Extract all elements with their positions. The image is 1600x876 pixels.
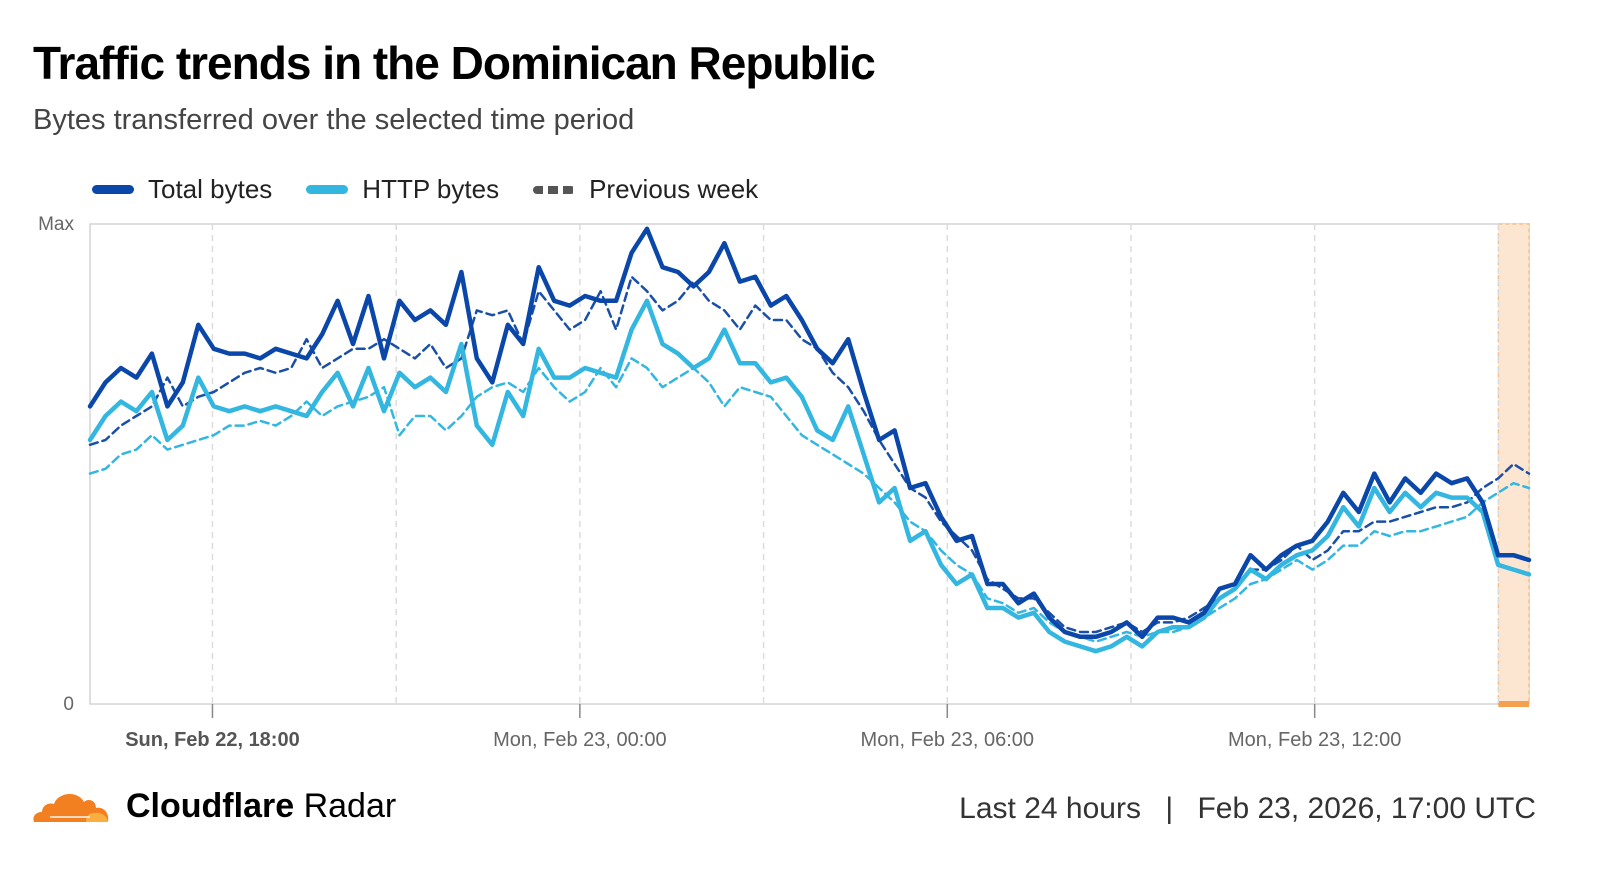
legend-label-previous: Previous week [589,174,759,204]
legend-item-total-bytes[interactable]: Total bytes [92,174,272,205]
cloudflare-radar-logo[interactable]: Cloudflare Radar [30,786,396,826]
legend-swatch-previous [533,185,576,194]
series-line-total-bytes [87,226,1532,640]
brand-name: Cloudflare Radar [126,786,397,825]
series-line-previous-week-http [88,357,1531,643]
plot-frame [89,223,1530,705]
x-tick-label: Mon, Feb 23, 12:00 [1228,729,1401,751]
x-tick-label: Mon, Feb 23, 06:00 [861,729,1034,751]
legend-label-total: Total bytes [148,174,273,204]
legend-item-http-bytes[interactable]: HTTP bytes [306,174,499,205]
legend: Total bytes HTTP bytes Previous week [92,174,792,205]
series-line-http-bytes [87,298,1532,654]
time-range-info: Last 24 hours | Feb 23, 2026, 17:00 UTC [959,792,1536,826]
legend-swatch-total [92,185,134,194]
legend-label-http: HTTP bytes [362,174,500,204]
legend-swatch-http [306,185,349,194]
chart-title: Traffic trends in the Dominican Republic [33,37,876,89]
current-period-highlight [1497,223,1530,705]
cloudflare-cloud-icon [33,793,109,822]
legend-item-previous-week[interactable]: Previous week [533,174,758,205]
y-tick-label: 0 [63,694,74,715]
chart-subtitle: Bytes transferred over the selected time… [33,104,635,136]
x-tick-label: Mon, Feb 23, 00:00 [493,729,666,751]
time-range-label: Last 24 hours [959,792,1141,825]
timestamp: Feb 23, 2026, 17:00 UTC [1197,792,1536,825]
y-tick-label: Max [38,214,74,235]
x-tick-label: Sun, Feb 22, 18:00 [125,729,300,751]
separator: | [1165,792,1174,825]
